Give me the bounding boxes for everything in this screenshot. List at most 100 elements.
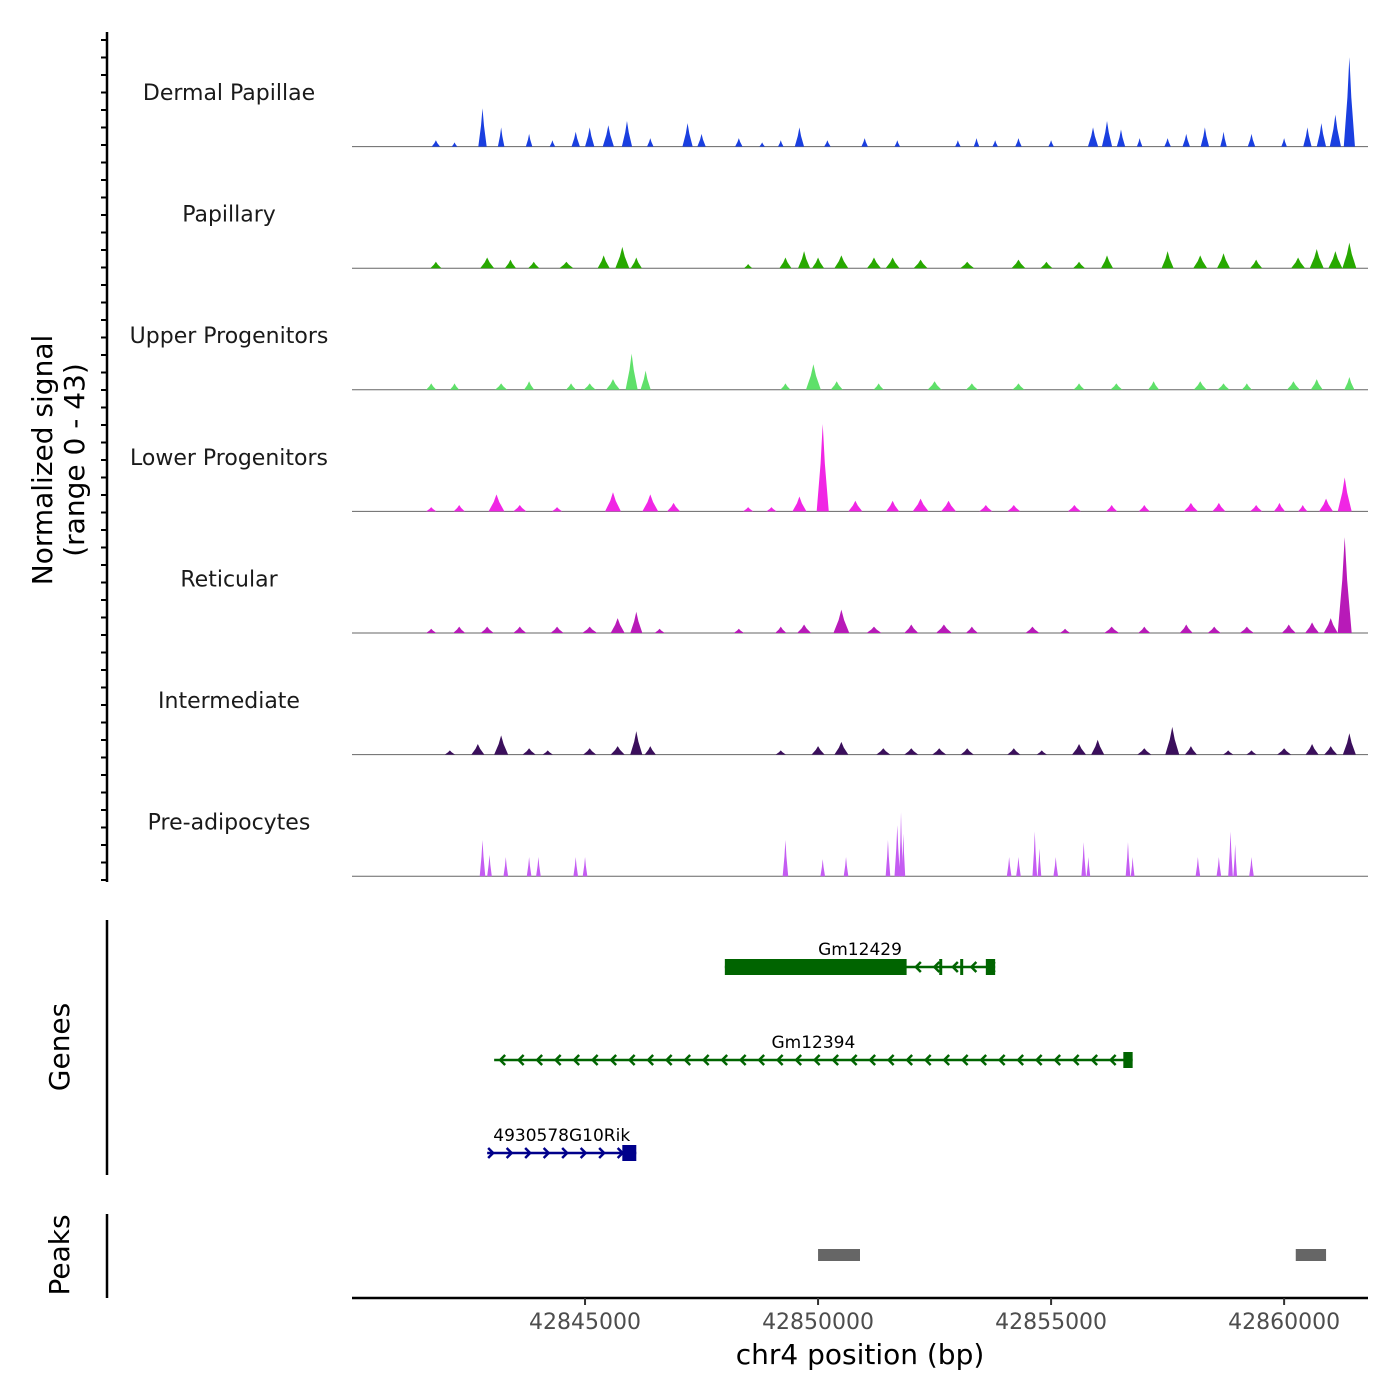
- track-label-reticular: Reticular: [180, 567, 278, 592]
- peak-region: [1295, 1249, 1327, 1261]
- signal-tracks: [352, 57, 1368, 877]
- strand-arrow: [701, 1054, 710, 1066]
- signal-peak: [630, 257, 642, 269]
- signal-peak: [1007, 748, 1021, 755]
- signal-peak: [824, 140, 831, 147]
- strand-arrow: [516, 1054, 525, 1066]
- signal-peak: [615, 246, 630, 269]
- signal-peak: [1305, 743, 1319, 755]
- signal-peak: [1319, 498, 1334, 512]
- signal-peak: [630, 611, 643, 633]
- x-tick-label: 42850000: [762, 1310, 874, 1335]
- strand-arrow: [579, 1147, 588, 1159]
- signal-peak: [798, 251, 811, 269]
- signal-peak: [504, 259, 517, 269]
- strand-arrow: [979, 1054, 988, 1066]
- signal-peak: [526, 857, 532, 877]
- gene-4930578g10rik: 4930578G10Rik: [487, 1126, 637, 1161]
- signal-peak: [873, 383, 884, 390]
- gene-gm12429: Gm12429: [724, 940, 996, 975]
- signal-peak: [1032, 831, 1038, 877]
- signal-peak: [453, 505, 465, 512]
- signal-peak: [488, 494, 505, 512]
- x-tick-label: 42860000: [1228, 1310, 1340, 1335]
- track-intermediate: [352, 726, 1368, 756]
- signal-peak: [625, 353, 638, 390]
- signal-peak: [904, 624, 919, 633]
- strand-arrow: [738, 1054, 747, 1066]
- signal-peak: [973, 138, 980, 147]
- signal-peak: [1006, 857, 1012, 877]
- signal-peak: [1161, 251, 1174, 269]
- signal-peak: [1212, 502, 1226, 512]
- strand-arrow: [720, 1054, 729, 1066]
- strand-arrow: [960, 1054, 969, 1066]
- signal-peak: [449, 383, 460, 390]
- signal-peak: [912, 498, 929, 512]
- track-upper-progenitors: [352, 353, 1368, 391]
- signal-peak: [1220, 131, 1227, 147]
- gene-exon: [985, 959, 996, 975]
- signal-peak: [667, 502, 681, 512]
- signal-peak: [1233, 844, 1238, 877]
- x-axis-title: chr4 position (bp): [736, 1338, 985, 1371]
- signal-peak: [904, 748, 919, 755]
- signal-peak: [610, 618, 625, 633]
- strand-arrow: [914, 961, 922, 973]
- track-label-intermediate: Intermediate: [158, 689, 300, 714]
- signal-peak: [1216, 857, 1222, 877]
- strand-arrow: [505, 1147, 514, 1159]
- signal-peak: [1130, 857, 1135, 877]
- signal-peak: [792, 496, 807, 512]
- signal-peak: [932, 748, 947, 755]
- signal-peak: [1228, 831, 1233, 877]
- signal-peak: [820, 859, 826, 877]
- signal-peak: [480, 626, 494, 633]
- signal-peak: [833, 609, 850, 633]
- track-label-pre-adipocytes: Pre-adipocytes: [148, 811, 311, 836]
- signal-peak: [777, 140, 784, 147]
- strand-arrow: [535, 1054, 544, 1066]
- strand-arrow: [1016, 1054, 1025, 1066]
- signal-peak: [523, 381, 535, 390]
- signal-peak: [1217, 383, 1230, 390]
- signal-peak: [1193, 381, 1207, 390]
- track-label-lower-progenitors: Lower Progenitors: [130, 446, 328, 471]
- signal-peak: [549, 140, 556, 147]
- signal-peak: [1011, 259, 1026, 269]
- signal-peak: [861, 138, 868, 147]
- signal-peak: [1195, 857, 1201, 877]
- signal-peak: [1086, 857, 1091, 877]
- strand-arrow: [1053, 1054, 1062, 1066]
- signal-peak: [1316, 123, 1327, 147]
- track-labels: Dermal Papillae Papillary Upper Progenitor…: [130, 81, 329, 836]
- signal-peak: [1193, 255, 1208, 269]
- signal-peak: [1249, 857, 1254, 877]
- gene-gm12394: Gm12394: [494, 1033, 1133, 1068]
- signal-peak: [779, 257, 792, 269]
- signal-peak: [965, 626, 978, 633]
- signal-peak: [471, 743, 485, 755]
- strand-arrow: [1071, 1054, 1080, 1066]
- signal-peak: [1048, 140, 1054, 147]
- signal-peak: [525, 133, 533, 147]
- signal-peak: [1298, 505, 1308, 512]
- gene-label-gm12429: Gm12429: [818, 940, 902, 960]
- signal-peak: [766, 507, 777, 512]
- signal-peak: [876, 748, 891, 755]
- signal-peak: [1036, 750, 1047, 755]
- signal-peak: [1305, 622, 1320, 633]
- gene-exon: [1123, 1052, 1133, 1068]
- track-label-dermal-papillae: Dermal Papillae: [143, 81, 315, 106]
- signal-peak: [927, 381, 942, 390]
- signal-peak: [583, 748, 597, 755]
- signal-peak: [1343, 57, 1355, 147]
- peak-region: [818, 1249, 860, 1261]
- signal-peak: [503, 857, 509, 877]
- signal-peak: [487, 854, 492, 877]
- signal-peak: [550, 626, 564, 633]
- signal-peak: [935, 624, 952, 633]
- signal-peak: [886, 500, 900, 512]
- signal-peak: [542, 750, 553, 755]
- signal-peak: [848, 500, 863, 512]
